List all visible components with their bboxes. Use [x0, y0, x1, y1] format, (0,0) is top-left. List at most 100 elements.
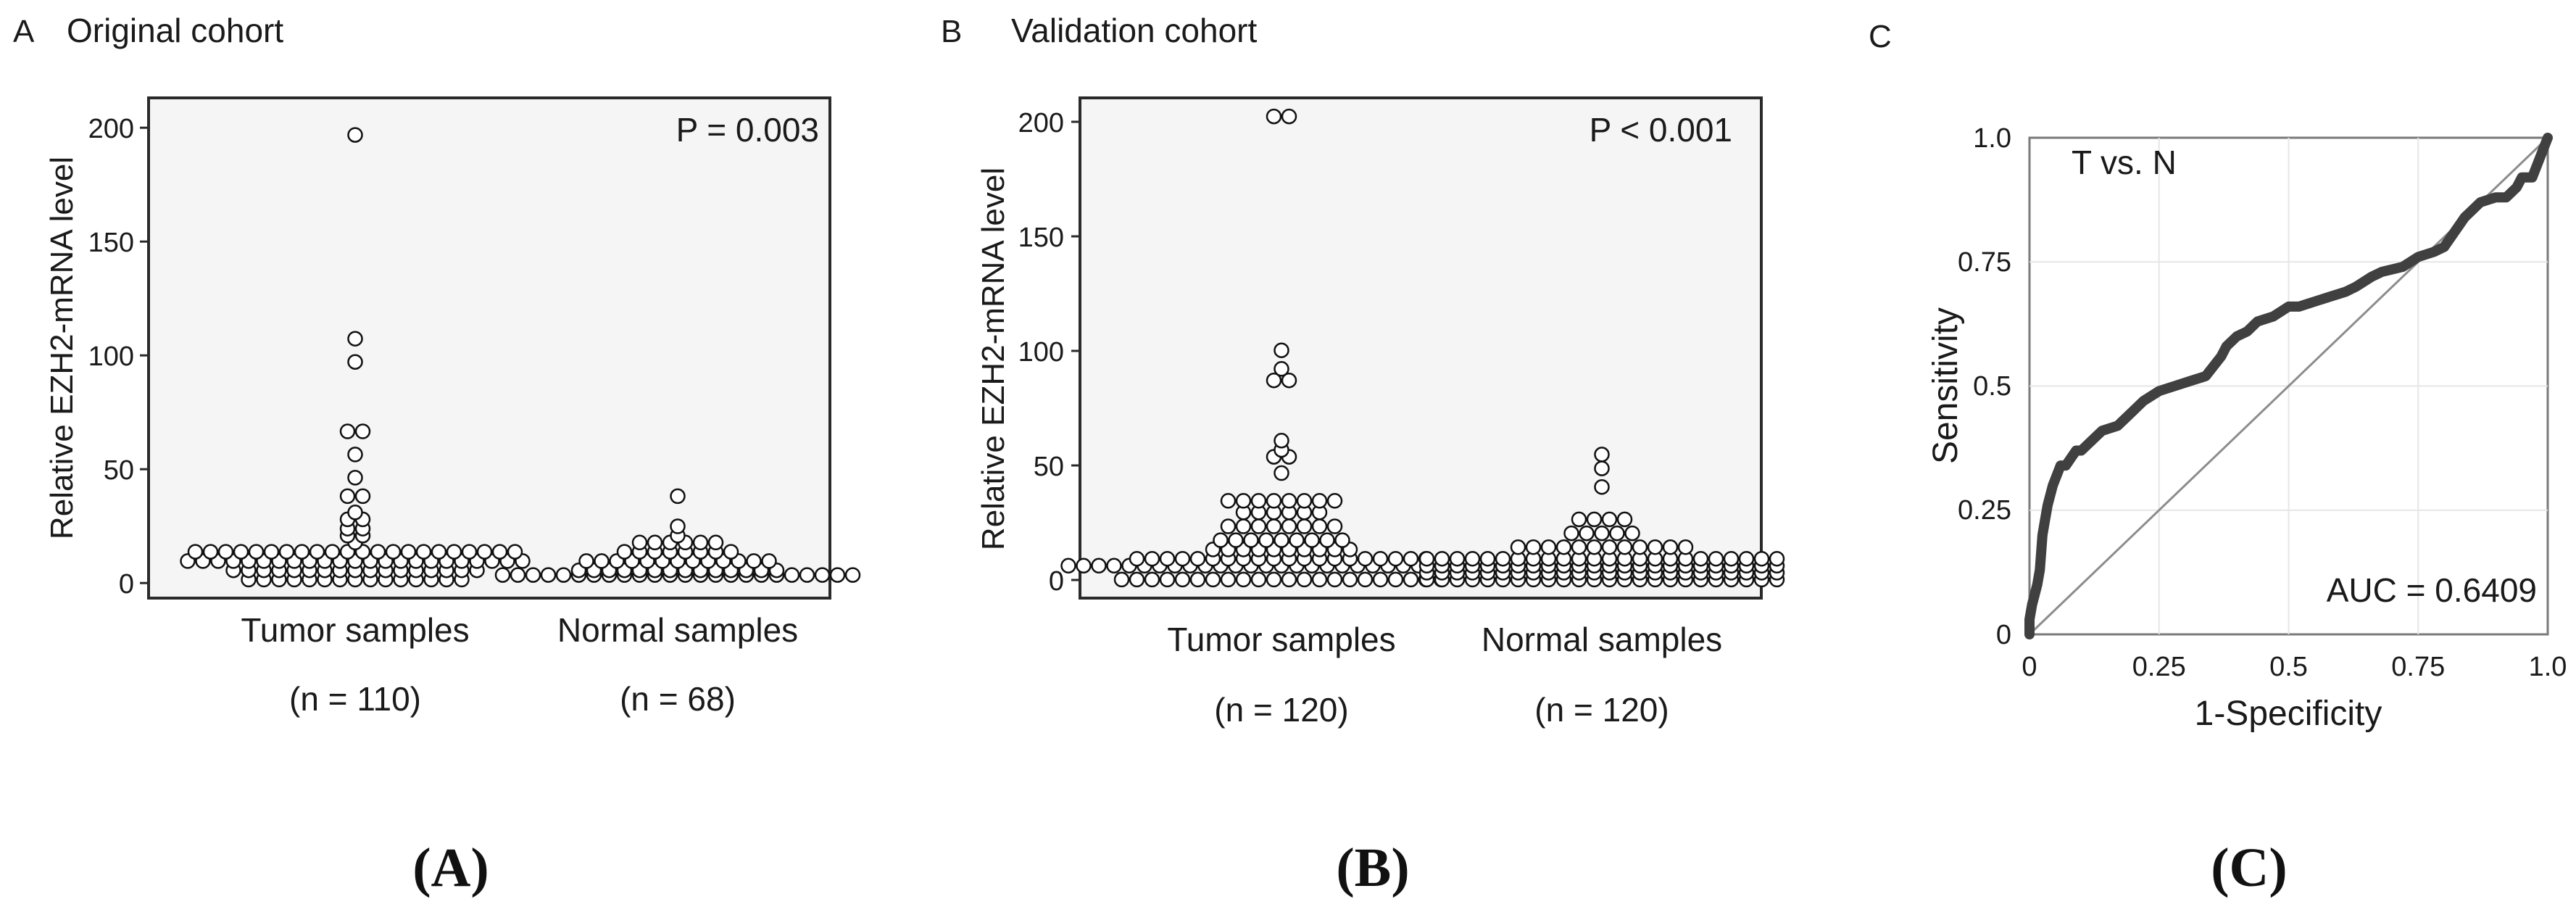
data-point-tumor — [1258, 532, 1274, 548]
data-point-tumor — [1174, 571, 1191, 588]
data-point-normal — [1632, 539, 1648, 555]
data-point-normal — [1586, 511, 1603, 528]
panel-b-ytick-label: 150 — [1018, 223, 1064, 253]
data-point-normal — [578, 553, 594, 569]
panel-c-ylabel: Sensitivity — [1927, 307, 1965, 464]
data-point-tumor — [1274, 465, 1289, 481]
data-point-normal — [1579, 525, 1595, 542]
data-point-normal — [594, 553, 610, 569]
panel-a-ylabel: Relative EZH2-mRNA level — [44, 157, 80, 539]
data-point-tumor — [1129, 550, 1145, 567]
data-point-tumor — [1274, 342, 1289, 358]
data-point-tumor — [491, 544, 508, 560]
panel-c-xlabel: 1-Specificity — [2195, 695, 2382, 733]
panel-b-pvalue: P < 0.001 — [1590, 111, 1732, 149]
data-point-normal — [1464, 550, 1481, 567]
data-point-tumor — [1274, 433, 1289, 449]
data-point-normal — [1647, 539, 1663, 555]
data-point-tumor — [1220, 493, 1237, 509]
data-point-normal — [761, 553, 777, 569]
data-point-tumor — [187, 544, 204, 560]
caption-a: (A) — [412, 837, 489, 898]
panel-b-ytick-label: 100 — [1018, 337, 1064, 368]
data-point-tumor — [1319, 532, 1335, 548]
data-point-normal — [1418, 550, 1435, 567]
data-point-normal — [1449, 550, 1466, 567]
data-point-tumor — [354, 423, 371, 439]
data-point-normal — [1434, 550, 1450, 567]
data-point-tumor — [202, 544, 219, 560]
data-point-tumor — [446, 544, 462, 560]
data-point-tumor — [1159, 550, 1176, 567]
panel-b-n-normal: (n = 120) — [1534, 691, 1669, 729]
data-point-tumor — [1281, 493, 1297, 509]
data-point-tumor — [1334, 532, 1350, 548]
panel-c-ytick-label: 0.5 — [1973, 371, 2011, 402]
data-point-tumor — [1243, 532, 1259, 548]
data-point-tumor — [1250, 571, 1267, 588]
panel-a-yticks: 0 50 100 150 200 — [88, 114, 149, 600]
data-point-tumor — [1189, 550, 1206, 567]
data-point-normal — [525, 567, 541, 583]
data-point-normal — [692, 534, 709, 551]
data-point-tumor — [1311, 493, 1328, 509]
panel-a-points — [180, 127, 861, 588]
panel-c-yticks: 0 0.25 0.5 0.75 1.0 — [1958, 123, 2011, 650]
data-point-normal — [1586, 539, 1603, 555]
data-point-tumor — [1129, 571, 1145, 588]
data-point-tumor — [1357, 550, 1374, 567]
data-point-normal — [1738, 550, 1755, 567]
data-point-tumor — [324, 544, 341, 560]
data-point-normal — [670, 518, 686, 534]
data-point-normal — [844, 567, 861, 583]
data-point-normal — [1769, 550, 1785, 567]
data-point-normal — [1540, 539, 1557, 555]
data-point-tumor — [347, 354, 363, 370]
data-point-normal — [510, 567, 526, 583]
data-point-tumor — [1357, 571, 1374, 588]
data-point-tumor — [1228, 532, 1244, 548]
panel-a-group-label-tumor: Tumor samples — [241, 611, 469, 649]
panel-a-title: Original cohort — [67, 12, 283, 49]
data-point-normal — [1601, 539, 1618, 555]
data-point-tumor — [233, 544, 249, 560]
data-point-tumor — [1220, 571, 1237, 588]
data-point-tumor — [1235, 493, 1252, 509]
data-point-normal — [1594, 478, 1610, 495]
data-point-tumor — [1213, 532, 1229, 548]
panel-c-xtick-label: 0.25 — [2132, 652, 2186, 682]
data-point-tumor — [1387, 550, 1404, 567]
data-point-tumor — [347, 331, 363, 347]
data-point-tumor — [1296, 493, 1313, 509]
data-point-tumor — [263, 544, 280, 560]
data-point-tumor — [1235, 518, 1252, 534]
data-point-tumor — [1281, 372, 1297, 389]
panel-c-xtick-label: 1.0 — [2529, 652, 2567, 682]
data-point-tumor — [1281, 518, 1297, 534]
panel-c-ytick-label: 0 — [1996, 620, 2011, 650]
data-point-tumor — [1326, 518, 1343, 534]
data-point-normal — [1692, 550, 1709, 567]
data-point-normal — [1525, 539, 1542, 555]
data-point-tumor — [1274, 361, 1289, 377]
data-point-normal — [784, 567, 800, 583]
data-point-tumor — [1060, 558, 1076, 574]
data-point-tumor — [1403, 550, 1419, 567]
panel-a-pvalue: P = 0.003 — [676, 111, 819, 149]
data-point-tumor — [1144, 571, 1160, 588]
data-point-tumor — [1326, 571, 1343, 588]
data-point-tumor — [400, 544, 417, 560]
data-point-normal — [1609, 525, 1625, 542]
panel-a-plot-frame — [147, 96, 831, 600]
data-point-normal — [1753, 550, 1770, 567]
panel-c-ytick-label: 1.0 — [1973, 123, 2011, 154]
data-point-normal — [707, 534, 724, 551]
panel-c-auc: AUC = 0.6409 — [2327, 571, 2537, 609]
data-point-tumor — [309, 544, 325, 560]
panel-a-ytick-label: 50 — [104, 455, 134, 486]
data-point-normal — [494, 567, 511, 583]
data-point-tumor — [1296, 518, 1313, 534]
panel-b-yticks: 0 50 100 150 200 — [1018, 108, 1080, 597]
data-point-tumor — [1296, 571, 1313, 588]
data-point-normal — [1555, 539, 1572, 555]
